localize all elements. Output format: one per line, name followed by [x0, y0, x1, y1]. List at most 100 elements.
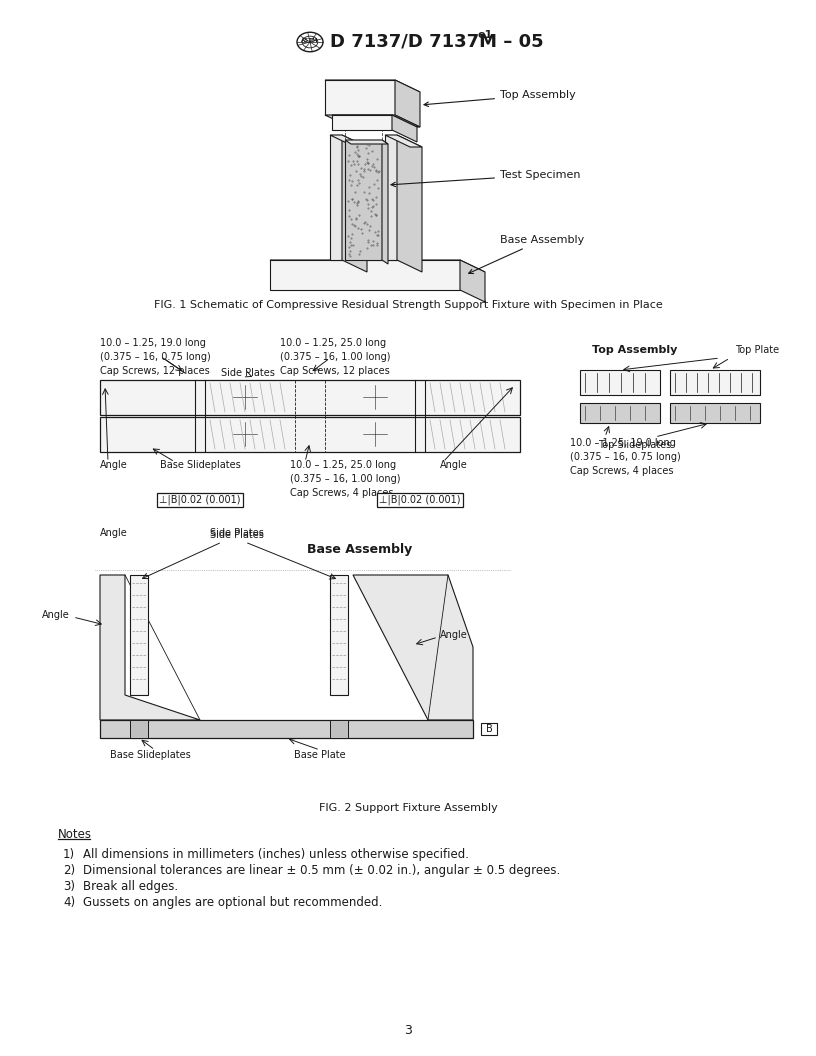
Polygon shape: [325, 80, 395, 115]
Text: 1): 1): [63, 848, 75, 861]
Text: Base Assembly: Base Assembly: [308, 544, 413, 557]
Ellipse shape: [297, 33, 323, 52]
Polygon shape: [325, 80, 420, 92]
Text: Angle: Angle: [100, 528, 128, 538]
Text: Angle: Angle: [440, 460, 468, 470]
Ellipse shape: [158, 390, 178, 404]
Text: FIG. 2 Support Fixture Assembly: FIG. 2 Support Fixture Assembly: [318, 803, 498, 813]
Circle shape: [235, 425, 255, 444]
Text: 10.0 – 1.25, 25.0 long
(0.375 – 16, 1.00 long)
Cap Screws, 12 places: 10.0 – 1.25, 25.0 long (0.375 – 16, 1.00…: [280, 338, 391, 376]
Ellipse shape: [162, 393, 174, 401]
Bar: [580, 403, 660, 423]
Ellipse shape: [162, 430, 174, 438]
Ellipse shape: [133, 390, 153, 404]
Polygon shape: [332, 115, 392, 130]
Text: Top Assembly: Top Assembly: [592, 345, 677, 355]
Text: Base Slideplates: Base Slideplates: [109, 750, 190, 760]
Ellipse shape: [158, 427, 178, 441]
Circle shape: [365, 386, 385, 407]
Circle shape: [240, 429, 250, 439]
Ellipse shape: [485, 390, 505, 404]
Bar: [481, 723, 497, 735]
Text: 10.0 – 1.25, 19.0 long
(0.375 – 16, 0.75 long)
Cap Screws, 12 places: 10.0 – 1.25, 19.0 long (0.375 – 16, 0.75…: [100, 338, 211, 376]
Ellipse shape: [460, 427, 480, 441]
Text: Side Plates: Side Plates: [210, 530, 264, 540]
Ellipse shape: [464, 430, 476, 438]
Text: 10.0 – 1.25, 19.0 long
(0.375 – 16, 0.75 long)
Cap Screws, 4 places: 10.0 – 1.25, 19.0 long (0.375 – 16, 0.75…: [570, 438, 681, 476]
Bar: [670, 370, 760, 395]
Circle shape: [235, 386, 255, 407]
Circle shape: [370, 392, 380, 402]
Circle shape: [240, 392, 250, 402]
Text: 3: 3: [404, 1023, 412, 1037]
Text: Gussets on angles are optional but recommended.: Gussets on angles are optional but recom…: [83, 895, 383, 909]
Polygon shape: [342, 135, 367, 272]
Polygon shape: [395, 80, 420, 127]
Text: e1: e1: [478, 30, 493, 40]
Polygon shape: [270, 260, 460, 290]
Ellipse shape: [108, 390, 128, 404]
Polygon shape: [325, 115, 420, 127]
Polygon shape: [330, 135, 342, 260]
Text: ⊥|B|0.02 (0.001): ⊥|B|0.02 (0.001): [159, 495, 241, 505]
Polygon shape: [353, 576, 473, 720]
Text: Angle: Angle: [100, 460, 128, 470]
Polygon shape: [392, 115, 417, 142]
Polygon shape: [382, 140, 388, 264]
Ellipse shape: [302, 36, 317, 48]
Text: Break all edges.: Break all edges.: [83, 880, 178, 893]
Polygon shape: [385, 135, 397, 260]
Bar: [670, 403, 760, 423]
Text: ASTM: ASTM: [301, 38, 319, 42]
Bar: [130, 720, 148, 738]
Text: FIG. 1 Schematic of Compressive Residual Strength Support Fixture with Specimen : FIG. 1 Schematic of Compressive Residual…: [153, 300, 663, 310]
Text: 3): 3): [63, 880, 75, 893]
Ellipse shape: [464, 393, 476, 401]
Ellipse shape: [439, 393, 451, 401]
Text: ⊥|B|0.02 (0.001): ⊥|B|0.02 (0.001): [379, 495, 461, 505]
Polygon shape: [332, 115, 417, 127]
Ellipse shape: [137, 393, 149, 401]
Bar: [330, 576, 348, 695]
Polygon shape: [345, 140, 388, 144]
Text: Top Slideplates: Top Slideplates: [598, 440, 672, 450]
Ellipse shape: [460, 390, 480, 404]
Bar: [130, 576, 148, 695]
Ellipse shape: [485, 427, 505, 441]
Polygon shape: [330, 135, 367, 147]
Ellipse shape: [489, 393, 501, 401]
Text: Angle: Angle: [440, 630, 468, 640]
Bar: [330, 720, 348, 738]
Text: Test Specimen: Test Specimen: [391, 170, 580, 187]
Text: Top Assembly: Top Assembly: [424, 90, 576, 107]
Text: D 7137/D 7137M – 05: D 7137/D 7137M – 05: [330, 33, 543, 51]
Ellipse shape: [108, 427, 128, 441]
Ellipse shape: [133, 427, 153, 441]
Text: 2): 2): [63, 864, 75, 876]
Text: Base Plate: Base Plate: [295, 750, 346, 760]
Ellipse shape: [435, 390, 455, 404]
Ellipse shape: [435, 427, 455, 441]
Bar: [100, 720, 473, 738]
Text: Side Plates: Side Plates: [210, 528, 264, 538]
Text: All dimensions in millimeters (inches) unless otherwise specified.: All dimensions in millimeters (inches) u…: [83, 848, 469, 861]
Ellipse shape: [112, 393, 124, 401]
Polygon shape: [345, 140, 382, 260]
Text: Base Slideplates: Base Slideplates: [160, 460, 241, 470]
Ellipse shape: [489, 430, 501, 438]
Text: Base Assembly: Base Assembly: [468, 235, 584, 274]
Text: 4): 4): [63, 895, 75, 909]
Text: B: B: [486, 724, 492, 734]
Text: Dimensional tolerances are linear ± 0.5 mm (± 0.02 in.), angular ± 0.5 degrees.: Dimensional tolerances are linear ± 0.5 …: [83, 864, 561, 876]
Text: Side Plates: Side Plates: [221, 367, 275, 378]
Polygon shape: [385, 135, 422, 147]
Polygon shape: [100, 576, 200, 720]
Ellipse shape: [439, 430, 451, 438]
Bar: [100, 417, 520, 452]
Polygon shape: [270, 260, 485, 272]
Polygon shape: [460, 260, 485, 302]
Text: Notes: Notes: [58, 828, 92, 841]
Ellipse shape: [112, 430, 124, 438]
Circle shape: [370, 429, 380, 439]
Bar: [100, 380, 520, 415]
